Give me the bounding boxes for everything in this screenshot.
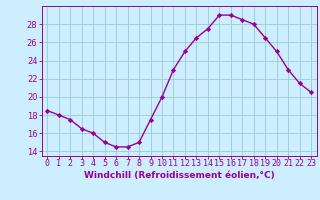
X-axis label: Windchill (Refroidissement éolien,°C): Windchill (Refroidissement éolien,°C) (84, 171, 275, 180)
